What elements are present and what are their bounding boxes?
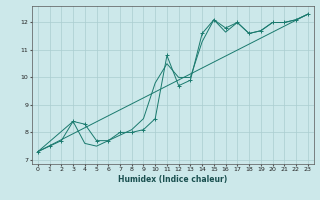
X-axis label: Humidex (Indice chaleur): Humidex (Indice chaleur) [118, 175, 228, 184]
